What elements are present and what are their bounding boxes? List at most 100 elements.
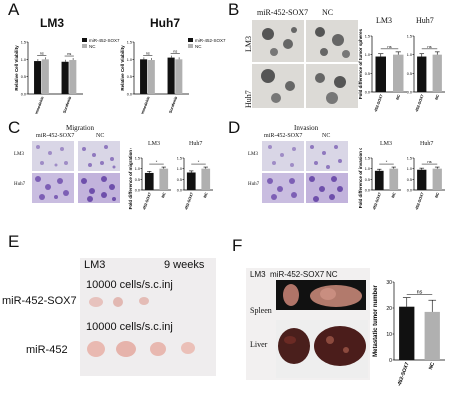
sig-label: ns [427,159,431,164]
chart-f-metastasis: Metastatic tumor number 0 10 20 30 miR-452-SO… [373,280,445,386]
bar [417,169,427,190]
panel-e-row2-label: miR-452 [26,344,68,356]
y-tick-label: 0 [389,358,392,364]
y-tick-label: 1.5 [177,157,182,161]
y-tick-label: 1.5 [365,157,370,161]
y-tick-label: 1.5 [407,157,412,161]
migration-image-lm3-sox7 [32,141,74,171]
y-tick-label: 0.0 [407,189,412,193]
y-tick-label: 1.0 [407,167,412,171]
panel-d-row-2: Huh7 [248,182,260,187]
legend-item-sox7: miR-452-SOX7 [195,38,226,43]
chart-b-huh7: 0.0 0.5 1.0 1.5 miR-452-SOX7 NC ns [407,35,445,112]
panel-b-col-label-2: NC [322,8,334,17]
chart-d-lm3: Fold difference of invasion cells 0.0 0.5 1… [358,148,401,210]
panel-c-col-2: NC [96,133,105,139]
panel-c-row-2: Huh7 [14,182,26,187]
panel-label-e: E [8,232,20,251]
panel-d-title: Invasion [294,124,319,132]
sphere-image-huh7-nc [306,64,358,108]
y-tick-label: 0.0 [407,91,412,95]
panel-d-chart-title-lm3: LM3 [380,141,392,147]
x-tick-label: miR-452-SOX7 [371,94,384,112]
sig-label: * [386,159,388,164]
panel-label-a: A [8,0,20,19]
chart-b-lm3: Fold difference of tumor spheres 0.0 0.5 1.… [358,28,407,112]
panel-c-row-1: LM3 [14,152,24,157]
migration-image-lm3-nc [78,141,120,171]
y-tick-label: 1.0 [127,58,132,62]
tumors-row1 [89,297,149,307]
y-axis-label: Fold difference of invasion cells [358,148,363,208]
bar [374,170,384,190]
panel-e-header-left: LM3 [84,259,106,271]
bar [399,306,415,360]
bar [34,61,42,94]
bar [140,59,148,94]
panel-d-chart-title-huh7: Huh7 [420,141,434,147]
sig-label: ns [173,50,177,54]
panel-d-col-2: NC [322,133,331,139]
y-axis-label: Relative Cell Viability [14,45,19,91]
y-axis-label: Fold difference of migration cells [128,148,133,209]
panel-c-col-1: miR-452-SOX7 [36,133,75,139]
y-axis-label: Relative Cell Viability [120,45,125,91]
y-tick-label: 0.0 [177,189,182,193]
x-tick-label: NC [391,192,397,199]
legend-item-nc: NC [89,44,96,49]
bar [201,168,211,190]
panel-e-row1-label: miR-452-SOX7 [2,295,77,307]
sig-label: * [198,159,200,164]
bar [175,59,183,94]
y-tick-label: 0.5 [365,72,370,76]
y-tick-label: 1.0 [365,53,370,57]
y-axis-label: Metastatic tumor number [373,285,379,357]
sig-label: ns [40,51,44,55]
panel-label-b: B [228,0,240,19]
y-tick-label: 0.0 [21,93,26,97]
bar [69,60,77,94]
spleen-image-nc [306,280,366,310]
y-tick-label: 0.0 [365,91,370,95]
y-tick-label: 0.5 [177,178,182,182]
bar [167,57,175,94]
x-tick-label: Diminedekin [33,95,45,114]
legend-item-sox7: miR-452-SOX7 [89,38,120,43]
sphere-image-huh7-sox7 [252,64,304,108]
x-tick-label: Sorafenib [168,95,178,114]
x-tick-label: NC [435,192,441,199]
y-tick-label: 1.5 [21,41,26,45]
x-tick-label: NC [396,94,402,101]
x-tick-label: NC [435,94,441,101]
y-tick-label: 0.5 [407,178,412,182]
panel-e-row2-caption: 10000 cells/s.c.inj [86,321,173,333]
y-tick-label: 0.0 [135,189,140,193]
bar [159,168,169,190]
x-tick-label: miR-452-SOX7 [139,192,152,210]
y-tick-label: 20 [386,306,392,312]
panel-c-chart-title-lm3: LM3 [148,141,160,147]
y-tick-label: 1.0 [21,58,26,62]
sig-label: ns [417,290,423,296]
panel-e-header-right: 9 weeks [164,259,205,271]
x-tick-label: miR-452-SOX7 [412,94,425,112]
panel-f-row-1: Spleen [250,306,272,315]
liver-image-nc [312,320,368,378]
sphere-image-lm3-nc [306,20,358,62]
y-tick-label: 0.5 [135,178,140,182]
bar [61,61,69,94]
invasion-image-huh7-nc [306,173,348,203]
migration-image-huh7-sox7 [32,173,74,203]
x-tick-label: NC [428,361,436,370]
panel-c-chart-title-huh7: Huh7 [189,141,203,147]
chart-c-lm3: Fold difference of migration cells 0.0 0.5… [128,148,171,210]
chart-d-huh7: 0.0 0.5 1.0 1.5 miR-452-SOX7 NC ns [407,157,445,210]
y-tick-label: 1.0 [365,167,370,171]
y-tick-label: 0.0 [365,189,370,193]
panel-a-title-huh7: Huh7 [150,16,180,30]
panel-label-c: C [8,118,21,137]
panel-f-col-2: NC [326,270,338,279]
y-tick-label: 1.0 [135,167,140,171]
